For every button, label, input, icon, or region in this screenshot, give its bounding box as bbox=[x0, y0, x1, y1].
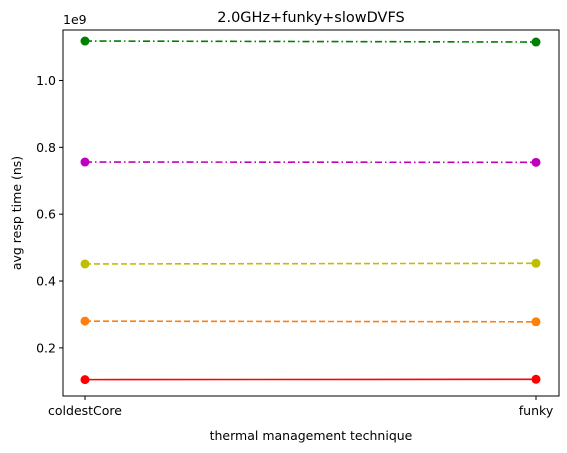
x-tick-label: coldestCore bbox=[48, 403, 122, 418]
series-3-point-2 bbox=[531, 258, 541, 268]
y-tick-label: 1.0 bbox=[36, 73, 56, 88]
series-1 bbox=[80, 374, 541, 385]
series-5-point-1 bbox=[80, 36, 90, 46]
series-2-line bbox=[84, 320, 537, 323]
series-4 bbox=[80, 157, 541, 167]
x-tick-label: funky bbox=[519, 403, 554, 418]
y-axis-label: avg resp time (ns) bbox=[9, 156, 24, 270]
series-5-point-2 bbox=[531, 37, 541, 47]
series-3-line bbox=[84, 262, 537, 265]
chart-title: 2.0GHz+funky+slowDVFS bbox=[217, 10, 405, 26]
series-5 bbox=[80, 36, 541, 47]
series-2 bbox=[80, 316, 541, 327]
series-layer bbox=[80, 36, 541, 385]
plot-frame bbox=[62, 29, 560, 397]
x-axis-ticks: coldestCore funky bbox=[48, 396, 554, 418]
x-axis-label: thermal management technique bbox=[210, 428, 413, 443]
series-3 bbox=[80, 258, 541, 269]
y-tick-label: 0.8 bbox=[36, 140, 56, 155]
series-1-point-1 bbox=[80, 375, 90, 385]
series-2-point-1 bbox=[80, 316, 90, 326]
series-1-point-2 bbox=[531, 374, 541, 384]
y-offset-label: 1e9 bbox=[63, 12, 87, 27]
series-4-point-2 bbox=[531, 157, 541, 167]
series-2-point-2 bbox=[531, 317, 541, 327]
y-axis-ticks: 0.2 0.4 0.6 0.8 1.0 bbox=[36, 73, 63, 355]
series-4-point-1 bbox=[80, 157, 90, 167]
series-5-line bbox=[84, 40, 537, 43]
y-tick-label: 0.2 bbox=[36, 340, 56, 355]
y-tick-label: 0.4 bbox=[36, 274, 56, 289]
series-3-point-1 bbox=[80, 259, 90, 269]
y-tick-label: 0.6 bbox=[36, 207, 56, 222]
